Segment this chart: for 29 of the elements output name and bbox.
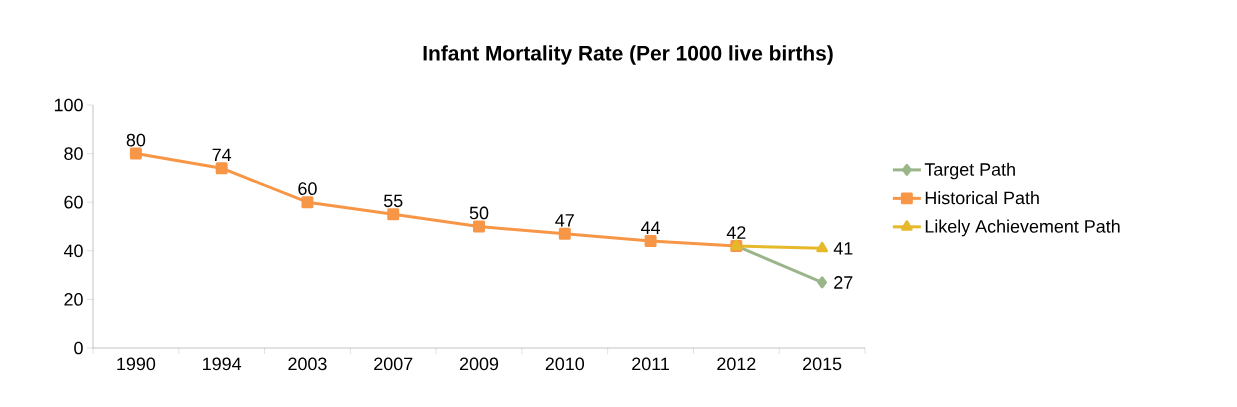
y-tick-label: 80 xyxy=(64,147,83,160)
data-label: 80 xyxy=(126,133,146,147)
data-label: 60 xyxy=(298,182,317,195)
x-tick-label: 2007 xyxy=(374,357,413,371)
data-label: 27 xyxy=(834,276,853,289)
x-tick-label: 2003 xyxy=(288,357,327,371)
data-label: 42 xyxy=(726,226,746,239)
x-tick-label: 2012 xyxy=(717,357,756,371)
y-tick-label: 60 xyxy=(64,195,83,209)
y-tick-label: 40 xyxy=(63,244,83,258)
x-tick-label: 2009 xyxy=(459,357,499,371)
chart-title: Infant Mortality Rate (Per 1000 live births) xyxy=(423,45,833,65)
legend-label: Likely Achievement Path xyxy=(925,219,1120,237)
x-tick-label: 2010 xyxy=(545,357,585,371)
legend-label: Historical Path xyxy=(925,191,1039,205)
data-label: 41 xyxy=(833,242,853,255)
x-tick-label: 2015 xyxy=(803,357,842,371)
y-tick-label: 100 xyxy=(54,98,83,112)
data-label: 44 xyxy=(641,221,661,234)
data-label: 55 xyxy=(383,194,403,208)
legend-label: Target Path xyxy=(924,162,1015,180)
data-label: 47 xyxy=(555,214,574,227)
x-tick-label: 1994 xyxy=(203,357,242,371)
y-tick-label: 20 xyxy=(64,293,83,306)
y-tick-label: 0 xyxy=(74,341,83,355)
data-label: 50 xyxy=(469,206,489,220)
x-tick-label: 1990 xyxy=(117,357,156,371)
data-label: 74 xyxy=(212,148,232,161)
x-tick-label: 2011 xyxy=(632,357,669,371)
